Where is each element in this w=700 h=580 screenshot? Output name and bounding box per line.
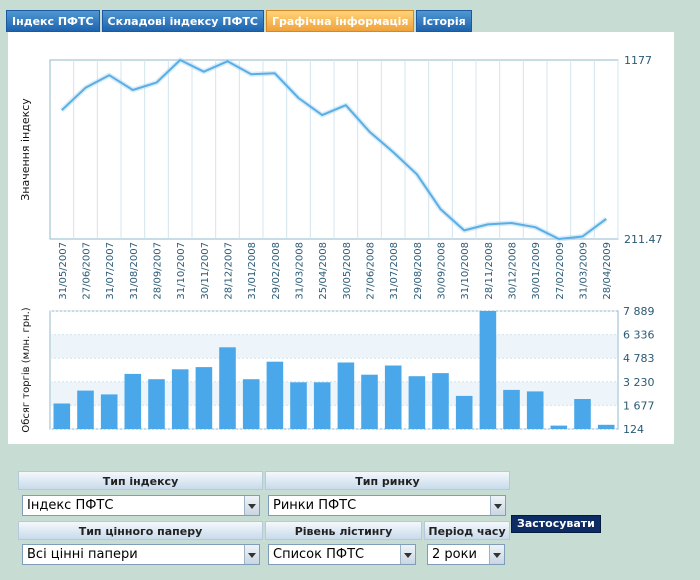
tab-history[interactable]: Історія [416, 10, 472, 32]
volume-bar [100, 394, 118, 429]
apply-button[interactable]: Застосувати [511, 515, 601, 533]
volume-bar [479, 311, 497, 429]
x-tick-label: 31/07/2008 [389, 242, 400, 300]
x-tick-label: 30/01/2009 [531, 242, 542, 300]
volume-bar [77, 390, 94, 429]
bar-y-tick-label: 7 889 [623, 305, 655, 318]
security-type-select[interactable]: Всі цінні папери [22, 544, 260, 565]
x-tick-label: 30/05/2008 [342, 242, 353, 300]
listing-level-header: Рівень лістингу [265, 521, 422, 540]
market-type-value: Ринки ПФТС [273, 498, 357, 513]
bar-grid-band [51, 381, 617, 406]
tab-pfts-index[interactable]: Індекс ПФТС [6, 10, 100, 32]
listing-level-select[interactable]: Список ПФТС [268, 544, 416, 565]
x-tick-label: 25/04/2008 [318, 242, 329, 300]
volume-bar [313, 382, 331, 429]
line-y-axis-label: Значення індексу [19, 98, 32, 201]
volume-bar [361, 374, 378, 429]
volume-bar [124, 373, 142, 429]
line-y-tick-label: 1177 [624, 54, 652, 67]
x-tick-label: 31/08/2007 [129, 242, 140, 300]
volume-bar [550, 425, 568, 429]
period-select[interactable]: 2 роки [427, 544, 505, 565]
bar-y-tick-label: 124 [623, 423, 644, 436]
bar-plot-area [49, 310, 619, 430]
bar-y-tick-label: 1 677 [623, 399, 655, 412]
x-tick-label: 31/05/2007 [58, 242, 69, 300]
volume-bar [503, 389, 520, 429]
volume-bar [455, 395, 473, 429]
volume-bar [290, 382, 307, 429]
volume-bar [53, 403, 71, 429]
tab-index-components[interactable]: Складові індексу ПФТС [101, 10, 264, 32]
volume-bar [408, 376, 426, 429]
bar-y-tick-label: 6 336 [623, 329, 655, 342]
x-tick-label: 31/10/2007 [176, 242, 187, 300]
bar-y-tick-label: 3 230 [623, 376, 655, 389]
volume-bar [195, 367, 213, 429]
tab-graphic-info[interactable]: Графічна інформація [265, 10, 415, 32]
x-tick-label: 29/02/2008 [271, 242, 282, 300]
chart-panel: 1177 211.47 Значення індексу 31/05/2007 27/0… [8, 32, 674, 444]
volume-bar [432, 373, 449, 429]
charts-svg: 1177 211.47 Значення індексу 31/05/2007 27/0… [19, 54, 663, 436]
x-tick-label: 28/09/2007 [153, 242, 164, 300]
x-tick-label: 31/03/2009 [579, 242, 590, 300]
chevron-down-icon [400, 545, 415, 564]
tab-bar: Індекс ПФТС Складові індексу ПФТС Графіч… [6, 10, 472, 32]
x-tick-label: 31/01/2008 [247, 242, 258, 300]
index-type-header: Тип індексу [18, 471, 263, 490]
x-tick-label: 28/12/2007 [224, 242, 235, 300]
index-line [61, 59, 607, 240]
x-tick-label: 28/11/2008 [484, 242, 495, 300]
line-y-tick-label: 211.47 [624, 233, 663, 246]
market-type-header: Тип ринку [265, 471, 510, 490]
filter-form: Тип індексу Тип ринку Індекс ПФТС Ринки … [18, 471, 601, 575]
x-tick-label: 27/02/2009 [555, 242, 566, 300]
volume-bar [266, 361, 284, 429]
bar-y-tick-label: 4 783 [623, 352, 655, 365]
volume-bar [242, 379, 260, 429]
chevron-down-icon [489, 545, 504, 564]
volume-bar [597, 424, 615, 429]
index-type-select[interactable]: Індекс ПФТС [22, 495, 260, 516]
volume-bar [384, 365, 402, 429]
x-tick-label: 30/11/2007 [200, 242, 211, 300]
x-tick-label: 31/10/2008 [460, 242, 471, 300]
volume-bar [337, 362, 355, 429]
bar-y-axis-label: Обсяг торгів (млн. грн.) [20, 307, 32, 432]
x-tick-label: 29/08/2008 [413, 242, 424, 300]
x-tick-label: 27/06/2007 [82, 242, 93, 300]
volume-bar [219, 347, 236, 429]
market-type-select[interactable]: Ринки ПФТС [268, 495, 506, 516]
chevron-down-icon [244, 496, 259, 515]
chevron-down-icon [490, 496, 505, 515]
period-value: 2 роки [432, 547, 477, 562]
x-tick-label: 27/06/2008 [366, 242, 377, 300]
x-tick-label: 31/07/2007 [105, 242, 116, 300]
period-header: Період часу [424, 521, 510, 540]
security-type-value: Всі цінні папери [27, 547, 138, 562]
bar-grid-band [51, 334, 617, 359]
x-tick-label: 31/03/2008 [295, 242, 306, 300]
chevron-down-icon [244, 545, 259, 564]
volume-bar [148, 379, 165, 429]
x-tick-label: 28/04/2009 [602, 242, 613, 300]
volume-bar [574, 399, 591, 429]
volume-bar [171, 369, 189, 429]
security-type-header: Тип цінного паперу [18, 521, 263, 540]
x-tick-label: 30/09/2008 [437, 242, 448, 300]
index-type-value: Індекс ПФТС [27, 498, 114, 513]
listing-level-value: Список ПФТС [273, 547, 365, 562]
volume-bar [526, 391, 544, 429]
x-tick-label: 30/12/2008 [508, 242, 519, 300]
